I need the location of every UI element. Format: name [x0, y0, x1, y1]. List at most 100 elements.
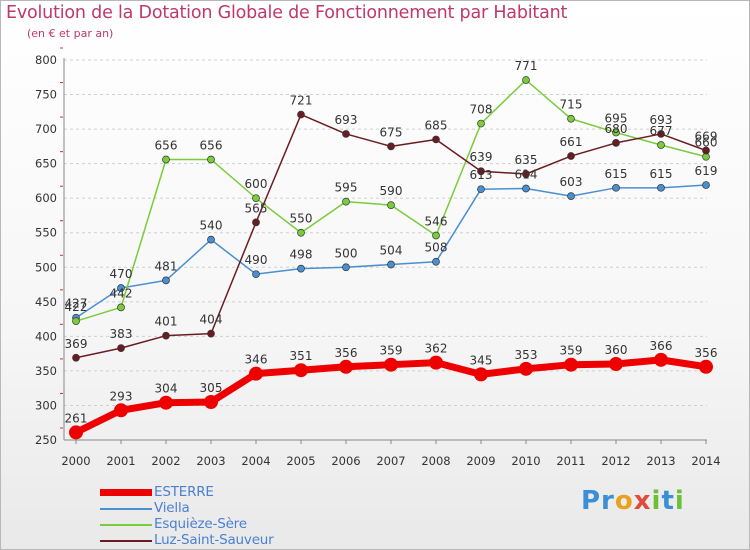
axes: 250 300 350 400 450 500 550 600 650 700 750 800 2000… — [35, 47, 721, 468]
data-label: 442 — [110, 286, 133, 300]
legend-swatch — [100, 508, 152, 510]
data-label: 693 — [335, 113, 358, 127]
data-label: 362 — [425, 342, 448, 356]
data-point — [429, 355, 443, 370]
data-point — [249, 366, 263, 381]
data-label: 614 — [515, 168, 538, 182]
data-label: 661 — [560, 135, 583, 149]
data-label: 346 — [245, 353, 268, 367]
data-label: 366 — [650, 339, 673, 353]
data-point — [387, 260, 395, 269]
data-label: 305 — [200, 381, 223, 395]
legend-label: ESTERRE — [154, 484, 214, 500]
x-tick-label: 2012 — [601, 454, 630, 468]
data-label: 693 — [650, 113, 673, 127]
data-label: 359 — [380, 344, 403, 358]
data-label: 360 — [605, 343, 628, 357]
proxiti-logo: Proxiti — [581, 486, 685, 516]
data-point — [72, 317, 80, 326]
data-point — [477, 119, 485, 128]
data-label: 550 — [290, 212, 313, 226]
x-tick-label: 2006 — [331, 454, 360, 468]
y-tick-label: 600 — [35, 191, 57, 205]
data-label: 500 — [335, 246, 358, 260]
data-point — [162, 276, 170, 285]
data-point — [477, 167, 485, 176]
data-point — [207, 235, 215, 244]
x-tick-label: 2002 — [151, 454, 180, 468]
data-point — [657, 141, 665, 149]
chart-title: Evolution de la Dotation Globale de Fonc… — [6, 3, 568, 23]
data-point — [294, 363, 308, 378]
data-point — [564, 357, 578, 372]
data-label: 427 — [65, 297, 88, 311]
chart-subtitle: (en € et par an) — [27, 27, 114, 40]
data-label: 615 — [650, 167, 673, 181]
y-tick-label: 800 — [35, 53, 57, 67]
data-point — [207, 329, 215, 338]
y-tick-label: 250 — [35, 433, 57, 447]
data-label: 590 — [380, 184, 403, 198]
data-label: 304 — [155, 382, 178, 396]
data-label: 422 — [65, 300, 88, 314]
data-point — [654, 352, 668, 367]
data-label: 546 — [425, 214, 448, 228]
data-label: 660 — [695, 136, 718, 150]
data-point — [252, 194, 260, 203]
legend-swatch — [100, 524, 152, 526]
data-label: 404 — [200, 313, 223, 327]
data-label: 695 — [605, 112, 628, 126]
data-point — [297, 228, 305, 237]
y-tick-label: 450 — [35, 295, 57, 309]
data-point — [387, 142, 395, 151]
data-label: 369 — [65, 337, 88, 351]
y-tick-label: 350 — [35, 364, 57, 378]
x-tick-label: 2008 — [421, 454, 450, 468]
data-label: 603 — [560, 175, 583, 189]
x-tick-label: 2013 — [646, 454, 675, 468]
data-label: 715 — [560, 98, 583, 112]
data-point — [612, 139, 620, 147]
x-tick-label: 2003 — [196, 454, 225, 468]
data-label: 470 — [110, 267, 133, 281]
data-label: 345 — [470, 353, 493, 367]
data-label: 721 — [290, 94, 313, 108]
y-tick-label: 500 — [35, 260, 57, 274]
y-tick-label: 700 — [35, 122, 57, 136]
data-labels: 427 470 481 540 490 498 500 504 508 613 614 603 615 6… — [65, 59, 718, 425]
data-point — [522, 76, 530, 84]
data-point — [117, 284, 125, 292]
data-point — [567, 114, 575, 123]
x-tick-label: 2005 — [286, 454, 315, 468]
y-tick-label: 750 — [35, 88, 57, 102]
data-point — [567, 152, 575, 160]
x-tick-label: 2000 — [61, 454, 90, 468]
y-tick-label: 650 — [35, 157, 57, 171]
data-point — [117, 344, 125, 352]
data-label: 508 — [425, 241, 448, 255]
data-point — [432, 257, 440, 266]
data-point — [699, 359, 713, 374]
legend-label: Esquièze-Sère — [154, 516, 247, 532]
data-point — [339, 359, 353, 374]
data-label: 685 — [425, 118, 448, 132]
x-tick-label: 2007 — [376, 454, 405, 468]
x-tick-label: 2010 — [511, 454, 540, 468]
data-label: 656 — [155, 138, 178, 152]
data-label: 677 — [650, 124, 673, 138]
series-lines — [69, 76, 713, 440]
data-label: 669 — [695, 130, 718, 144]
data-label: 680 — [605, 122, 628, 136]
data-point — [702, 181, 710, 189]
data-label: 675 — [380, 125, 403, 139]
data-label: 401 — [155, 315, 178, 329]
data-label: 615 — [605, 167, 628, 181]
data-label: 656 — [200, 138, 223, 152]
data-point — [432, 231, 440, 240]
data-label: 481 — [155, 259, 178, 273]
data-point — [384, 357, 398, 372]
data-point — [432, 135, 440, 144]
data-point — [162, 331, 170, 340]
legend-label: Viella — [154, 500, 190, 516]
